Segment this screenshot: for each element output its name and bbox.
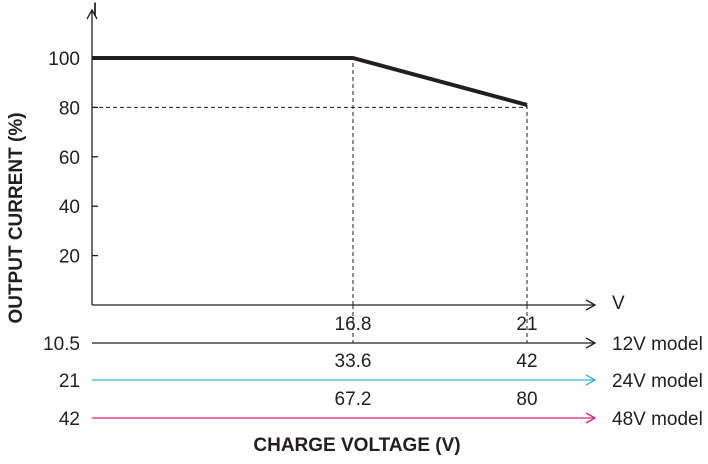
x-axis-arrow (585, 299, 597, 311)
y-tick-label: 40 (59, 197, 80, 218)
model-start-label: 42 (59, 409, 80, 430)
x-axis-label: CHARGE VOLTAGE (V) (253, 435, 460, 456)
model-tick-label: 42 (516, 351, 537, 372)
y-axis-arrow (86, 8, 98, 20)
model-tick-label: 33.6 (335, 351, 372, 372)
y-tick-label: 20 (59, 247, 80, 268)
output-current-line (92, 56, 528, 107)
y-axis-symbol: I (92, 0, 97, 21)
model-tick-label: 67.2 (335, 389, 372, 410)
y-tick-label: 80 (59, 98, 80, 119)
y-axis-label: OUTPUT CURRENT (%) (6, 112, 27, 323)
model-start-label: 21 (59, 371, 80, 392)
model-start-label: 10.5 (43, 334, 80, 355)
model-name-label: 12V model (612, 334, 703, 355)
model-axis-arrow (585, 374, 597, 386)
y-tick-label: 60 (59, 148, 80, 169)
labels: I V OUTPUT CURRENT (%) CHARGE VOLTAGE (V… (6, 0, 625, 456)
y-tick-label: 100 (48, 49, 80, 70)
model-name-label: 48V model (612, 409, 703, 430)
series (92, 56, 528, 107)
model-axis-arrow (585, 412, 597, 424)
model-axes: 10.5 12V model 16.8 21 21 24V model 33.6 42 42 48… (43, 314, 703, 430)
model-name-label: 24V model (612, 371, 703, 392)
x-axis-symbol: V (612, 293, 625, 314)
model-tick-label: 16.8 (335, 314, 372, 335)
axes: 100 80 60 40 20 (48, 8, 597, 311)
model-tick-label: 21 (516, 314, 537, 335)
reference-lines (92, 58, 528, 343)
model-tick-label: 80 (516, 389, 537, 410)
model-axis-arrow (585, 337, 597, 349)
